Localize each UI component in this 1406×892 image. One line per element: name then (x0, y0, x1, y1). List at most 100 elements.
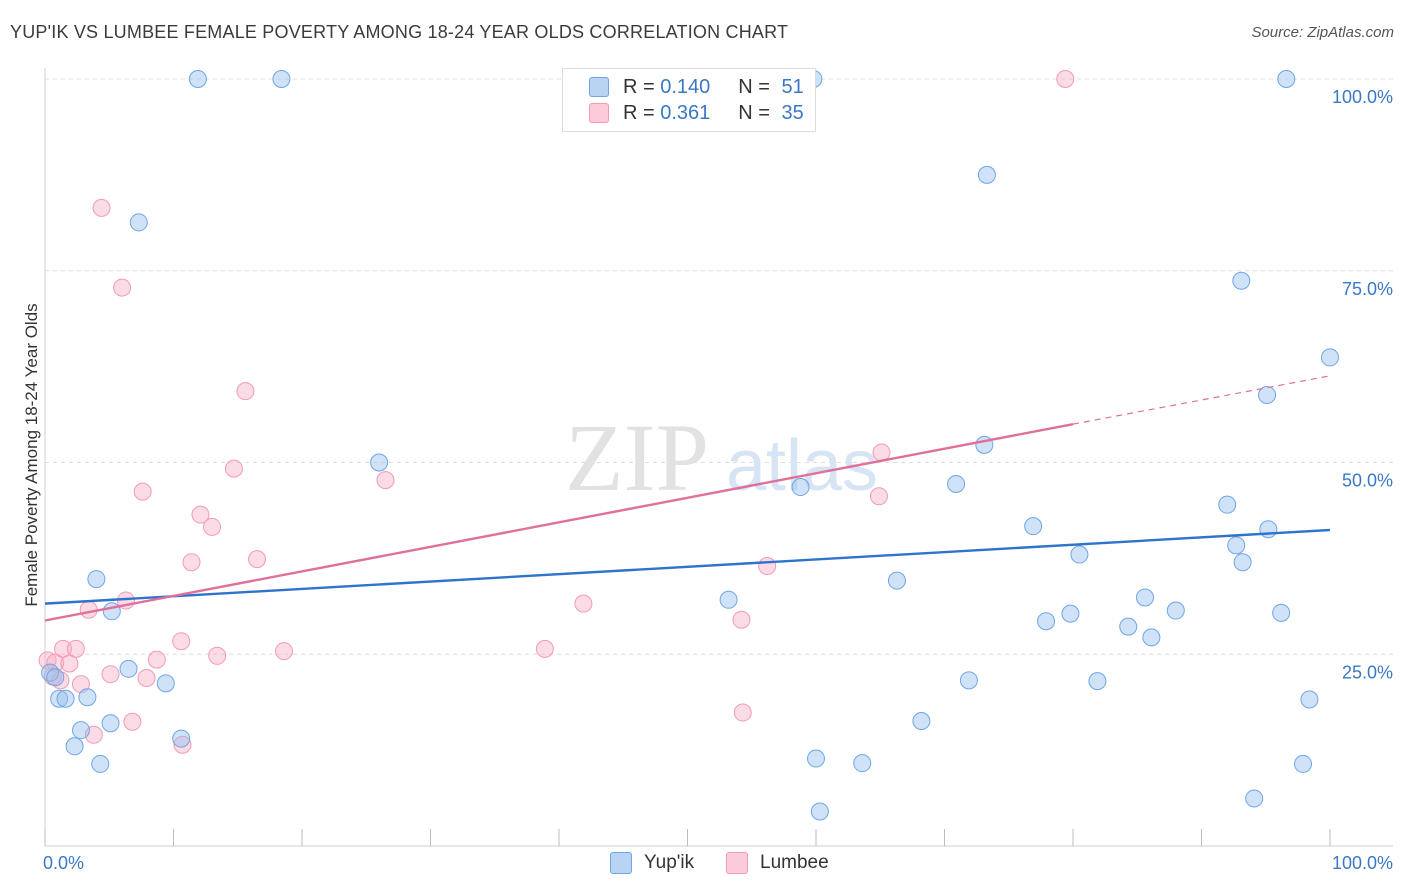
tick-labels: 25.0% 50.0% 75.0% 100.0% 0.0% 100.0% (43, 87, 1393, 873)
yupik-trend-line (44, 528, 1331, 605)
lumbee-point (147, 650, 166, 669)
yupik-point (1258, 386, 1277, 405)
yupik-point (46, 668, 65, 687)
lumbee-point (1056, 70, 1075, 88)
lumbee-point (869, 487, 888, 506)
lumbee-point (92, 198, 111, 217)
yupik-point (1294, 754, 1313, 773)
lumbee-trend-line (44, 422, 1074, 622)
yupik-swatch (589, 77, 609, 97)
lumbee-point (275, 642, 294, 661)
lumbee-swatch (589, 103, 609, 123)
lumbee-point (203, 517, 222, 536)
yupik-point (719, 590, 738, 609)
watermark: ZIP atlas (565, 404, 878, 511)
y-tick-label: 50.0% (1342, 471, 1393, 491)
yupik-point (101, 714, 120, 733)
lumbee-point (208, 646, 227, 665)
lumbee-point (46, 653, 65, 672)
yupik-point (791, 478, 810, 497)
yupik-point (1232, 271, 1251, 290)
yupik-point (272, 70, 291, 88)
lumbee-point (71, 675, 90, 694)
yupik-point (810, 802, 829, 821)
yupik-point (1218, 495, 1237, 514)
yupik-point (1300, 690, 1319, 709)
yupik-point (947, 474, 966, 493)
yupik-point (1037, 612, 1056, 631)
yupik-point (78, 688, 97, 707)
axes (44, 68, 1393, 847)
series-legend: Yup'ik Lumbee (0, 852, 1406, 878)
yupik-point (129, 213, 148, 232)
legend-n-label: N = (738, 101, 770, 124)
yupik-n-value: 51 (781, 75, 804, 98)
yupik-point (370, 453, 389, 472)
lumbee-point (66, 639, 85, 658)
yupik-point (1070, 545, 1089, 564)
yupik-point (56, 689, 75, 708)
yupik-point (119, 659, 138, 678)
yupik-point (853, 754, 872, 773)
lumbee-point (123, 712, 142, 731)
yupik-point (172, 729, 191, 748)
lumbee-point (758, 557, 777, 576)
yupik-point (912, 711, 931, 730)
lumbee-point (172, 632, 191, 651)
lumbee-n-value: 35 (781, 101, 804, 124)
yupik-point (1024, 517, 1043, 536)
lumbee-point (224, 459, 243, 478)
lumbee-points (38, 70, 1075, 754)
yupik-point (1277, 70, 1296, 88)
legend-row-yupik: R = 0.140 N = 51 (589, 75, 804, 99)
lumbee-trend-extension (1072, 375, 1331, 425)
lumbee-point (236, 382, 255, 401)
yupik-r-value: 0.140 (660, 75, 711, 98)
watermark-zip: ZIP (565, 404, 709, 511)
yupik-point (50, 689, 69, 708)
lumbee-point (79, 600, 98, 619)
legend-n-label: N = (738, 75, 770, 98)
lumbee-r-value: 0.361 (660, 101, 711, 124)
yupik-point (1135, 588, 1154, 607)
legend-item-yupik[interactable]: Yup'ik (610, 852, 694, 874)
yupik-point (1227, 536, 1246, 555)
lumbee-point (182, 553, 201, 572)
yupik-point (1166, 601, 1185, 620)
lumbee-point (137, 669, 156, 688)
yupik-legend-label: Yup'ik (644, 852, 695, 873)
lumbee-point (535, 639, 554, 658)
chart-title: YUP'IK VS LUMBEE FEMALE POVERTY AMONG 18… (10, 22, 789, 42)
yupik-point (1259, 520, 1278, 539)
lumbee-point (51, 671, 70, 690)
yupik-point (1142, 628, 1161, 647)
yupik-point (102, 602, 121, 621)
stats-legend: R = 0.140 N = 51 R = 0.361 N = 35 (562, 68, 816, 132)
lumbee-legend-swatch (726, 852, 748, 874)
yupik-point (1088, 672, 1107, 691)
lumbee-point (376, 471, 395, 490)
lumbee-point (733, 703, 752, 722)
lumbee-point (101, 665, 120, 684)
yupik-point (156, 674, 175, 693)
x-tick-label: 100.0% (1332, 853, 1393, 873)
lumbee-point (133, 482, 152, 501)
lumbee-point (173, 735, 192, 754)
lumbee-point (191, 505, 210, 524)
legend-r-label: R = (623, 75, 655, 98)
yupik-point (977, 165, 996, 184)
x-tick-label: 0.0% (43, 853, 84, 873)
legend-item-lumbee[interactable]: Lumbee (726, 852, 829, 874)
lumbee-legend-label: Lumbee (760, 852, 829, 873)
source-note: Source: ZipAtlas.com (1251, 24, 1394, 41)
yupik-point (65, 737, 84, 756)
yupik-point (91, 754, 110, 773)
yupik-point (1272, 603, 1291, 622)
yupik-point (1061, 604, 1080, 623)
yupik-point (1119, 617, 1138, 636)
yupik-point (1245, 789, 1264, 808)
y-tick-label: 25.0% (1342, 662, 1393, 682)
lumbee-point (574, 594, 593, 613)
legend-r-label: R = (623, 101, 655, 124)
y-tick-label: 100.0% (1332, 87, 1393, 107)
